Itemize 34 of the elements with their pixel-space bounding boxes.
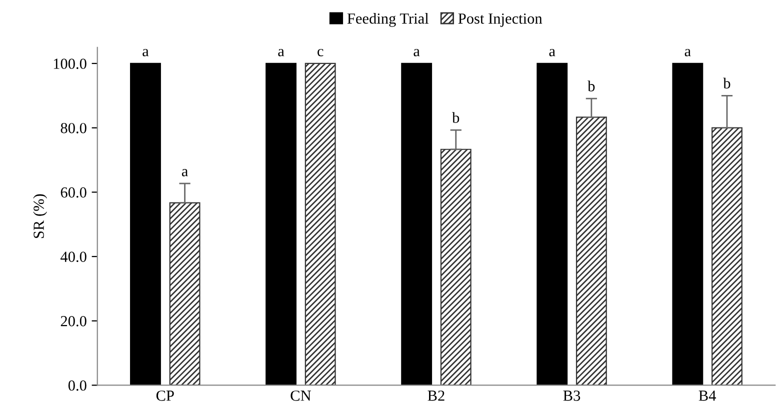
- y-tick-label: 0.0: [68, 380, 86, 391]
- legend-label: Post Injection: [458, 13, 542, 27]
- y-axis-title: SR (%): [33, 194, 48, 238]
- x-tick-label: B3: [563, 390, 580, 401]
- y-tick-label: 80.0: [60, 122, 86, 134]
- bar: [672, 62, 704, 386]
- data-label: c: [318, 48, 324, 56]
- x-tick-label: CN: [290, 390, 311, 401]
- data-label: b: [452, 112, 460, 123]
- y-tick-label: 40.0: [60, 252, 86, 262]
- data-label: b: [588, 80, 595, 92]
- bar: [169, 202, 200, 386]
- data-label: a: [414, 48, 420, 56]
- bar: [304, 62, 336, 386]
- data-label: a: [549, 48, 556, 56]
- bar: [536, 62, 568, 386]
- x-tick-label: CP: [156, 390, 174, 401]
- data-label: a: [684, 48, 691, 56]
- bar: [712, 127, 742, 386]
- bar: [401, 62, 432, 386]
- x-tick-label: B2: [428, 390, 444, 401]
- y-tick-label: 60.0: [60, 187, 86, 198]
- data-label: b: [723, 78, 730, 88]
- y-tick-label: 100.0: [54, 58, 86, 69]
- data-label: a: [182, 169, 188, 176]
- bar: [130, 62, 161, 386]
- bar: [266, 62, 297, 386]
- bar: [440, 148, 472, 386]
- y-tick-label: 20.0: [60, 316, 86, 326]
- data-label: a: [278, 48, 284, 56]
- x-tick-label: B4: [698, 390, 716, 401]
- data-label: a: [142, 48, 149, 56]
- bar: [576, 116, 607, 386]
- legend-label: Feeding Trial: [347, 12, 429, 27]
